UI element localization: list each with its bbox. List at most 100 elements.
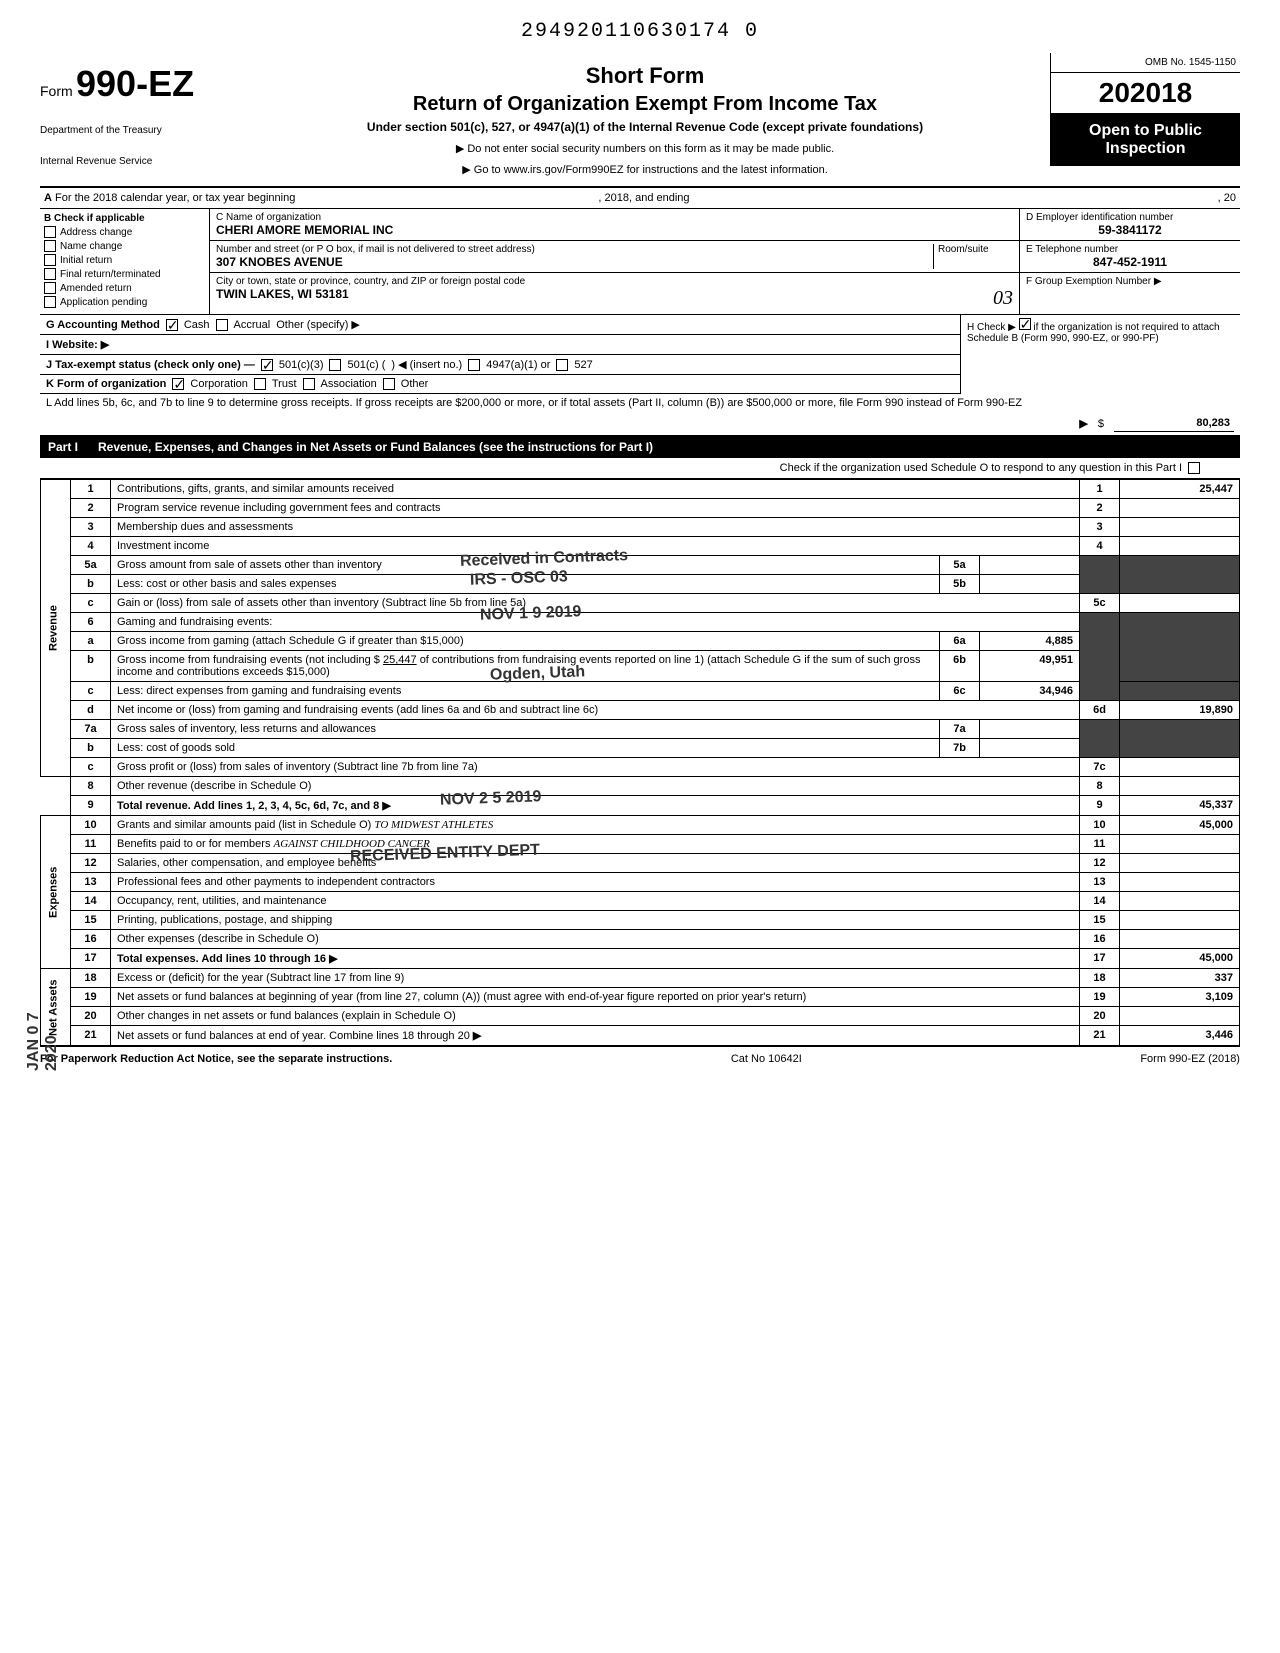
currency-symbol: $ xyxy=(1098,418,1104,430)
part1-table: Revenue 1 Contributions, gifts, grants, … xyxy=(40,479,1240,1046)
line-l-text: L Add lines 5b, 6c, and 7b to line 9 to … xyxy=(46,397,1022,409)
form-ref: Form 990-EZ (2018) xyxy=(1140,1053,1240,1065)
tax-year: 202018 xyxy=(1051,73,1240,114)
line-l: L Add lines 5b, 6c, and 7b to line 9 to … xyxy=(40,394,1240,436)
lbl-assoc: Association xyxy=(321,378,377,390)
chk-amended[interactable] xyxy=(44,282,56,294)
table-row: 19Net assets or fund balances at beginni… xyxy=(41,988,1240,1007)
row-a-text3: , 20 xyxy=(1218,192,1236,204)
gross-receipts-amount: 80,283 xyxy=(1114,415,1234,432)
chk-schedule-o[interactable] xyxy=(1188,462,1200,474)
line-h: H Check ▶ if the organization is not req… xyxy=(960,315,1240,394)
chk-4947[interactable] xyxy=(468,359,480,371)
table-row: 20Other changes in net assets or fund ba… xyxy=(41,1007,1240,1026)
lbl-trust: Trust xyxy=(272,378,297,390)
lbl-501c: 501(c) ( xyxy=(347,359,385,371)
lbl-corp: Corporation xyxy=(190,378,247,390)
lbl-insert-no: ) ◀ (insert no.) xyxy=(391,358,462,371)
label-street: Number and street (or P O box, if mail i… xyxy=(216,244,933,255)
table-row: bLess: cost of goods sold7b xyxy=(41,739,1240,758)
row-a-text2: , 2018, and ending xyxy=(598,192,689,204)
table-row: 11Benefits paid to or for members AGAINS… xyxy=(41,835,1240,854)
side-revenue: Revenue xyxy=(41,480,71,777)
lbl-4947: 4947(a)(1) or xyxy=(486,359,550,371)
instruction-url: ▶ Go to www.irs.gov/Form990EZ for instru… xyxy=(250,163,1040,176)
label-ein: D Employer identification number xyxy=(1026,212,1234,223)
page-footer: For Paperwork Reduction Act Notice, see … xyxy=(40,1046,1240,1071)
table-row: bGross income from fundraising events (n… xyxy=(41,651,1240,682)
instruction-ssn: ▶ Do not enter social security numbers o… xyxy=(250,142,1040,155)
line-h-text1: H Check ▶ xyxy=(967,322,1016,333)
table-row: 8Other revenue (describe in Schedule O)8 xyxy=(41,777,1240,796)
chk-name-change[interactable] xyxy=(44,240,56,252)
form-number: 990-EZ xyxy=(76,63,194,104)
phone: 847-452-1911 xyxy=(1026,255,1234,269)
label-city: City or town, state or province, country… xyxy=(216,276,1013,287)
chk-sched-b[interactable] xyxy=(1019,318,1031,330)
lbl-cash: Cash xyxy=(184,319,210,331)
label-room: Room/suite xyxy=(933,244,1013,269)
header-right: OMB No. 1545-1150 202018 Open to Public … xyxy=(1050,53,1240,166)
label-phone: E Telephone number xyxy=(1026,244,1234,255)
chk-assoc[interactable] xyxy=(303,378,315,390)
table-row: cLess: direct expenses from gaming and f… xyxy=(41,682,1240,701)
chk-address-change[interactable] xyxy=(44,226,56,238)
lbl-other-method: Other (specify) ▶ xyxy=(276,318,360,331)
label-group-exempt: F Group Exemption Number ▶ xyxy=(1026,276,1234,287)
table-row: cGross profit or (loss) from sales of in… xyxy=(41,758,1240,777)
line-g: G Accounting Method Cash Accrual Other (… xyxy=(40,315,960,335)
line-i: I Website: ▶ xyxy=(40,335,960,355)
table-row: 21Net assets or fund balances at end of … xyxy=(41,1026,1240,1046)
row-a-tax-year: A For the 2018 calendar year, or tax yea… xyxy=(40,188,1240,209)
form-990ez-page: 294920110630174 0 Form 990-EZ Department… xyxy=(40,20,1240,1071)
part1-check-text: Check if the organization used Schedule … xyxy=(780,462,1182,474)
col-b-checkboxes: B Check if applicable Address change Nam… xyxy=(40,209,210,314)
chk-other-org[interactable] xyxy=(383,378,395,390)
label-a: A xyxy=(44,192,52,204)
lines-ghijk-wrap: G Accounting Method Cash Accrual Other (… xyxy=(40,315,1240,394)
omb-number: OMB No. 1545-1150 xyxy=(1051,53,1240,73)
chk-cash[interactable] xyxy=(166,319,178,331)
lbl-name-change: Name change xyxy=(60,241,122,252)
table-row: 3Membership dues and assessments3 xyxy=(41,518,1240,537)
chk-accrual[interactable] xyxy=(216,319,228,331)
table-row: bLess: cost or other basis and sales exp… xyxy=(41,575,1240,594)
col-b-label: B Check if applicable xyxy=(44,213,205,224)
chk-corp[interactable] xyxy=(172,378,184,390)
table-row: Revenue 1 Contributions, gifts, grants, … xyxy=(41,480,1240,499)
lbl-amended: Amended return xyxy=(60,283,132,294)
lbl-other-org: Other xyxy=(401,378,429,390)
lbl-initial-return: Initial return xyxy=(60,255,112,266)
section-bcd: B Check if applicable Address change Nam… xyxy=(40,209,1240,315)
dept-irs: Internal Revenue Service xyxy=(40,156,240,167)
part1-label: Part I xyxy=(48,440,78,454)
lbl-accrual: Accrual xyxy=(234,319,271,331)
form-id-box: Form 990-EZ Department of the Treasury I… xyxy=(40,53,240,177)
table-row: 12Salaries, other compensation, and empl… xyxy=(41,854,1240,873)
document-number: 294920110630174 0 xyxy=(40,20,1240,43)
org-street: 307 KNOBES AVENUE xyxy=(216,255,933,269)
line-j: J Tax-exempt status (check only one) — 5… xyxy=(40,355,960,375)
side-net-assets: Net Assets xyxy=(41,969,71,1046)
table-row: 14Occupancy, rent, utilities, and mainte… xyxy=(41,892,1240,911)
label-k: K Form of organization xyxy=(46,378,166,390)
chk-501c3[interactable] xyxy=(261,359,273,371)
return-title: Return of Organization Exempt From Incom… xyxy=(250,93,1040,116)
open-line2: Inspection xyxy=(1055,140,1236,158)
table-row: cGain or (loss) from sale of assets othe… xyxy=(41,594,1240,613)
chk-pending[interactable] xyxy=(44,296,56,308)
row-a-text1: For the 2018 calendar year, or tax year … xyxy=(55,192,295,204)
table-row: 2Program service revenue including gover… xyxy=(41,499,1240,518)
chk-501c[interactable] xyxy=(329,359,341,371)
label-org-name: C Name of organization xyxy=(216,212,1013,223)
table-row: Net Assets18Excess or (deficit) for the … xyxy=(41,969,1240,988)
chk-trust[interactable] xyxy=(254,378,266,390)
chk-final-return[interactable] xyxy=(44,268,56,280)
chk-527[interactable] xyxy=(556,359,568,371)
table-row: aGross income from gaming (attach Schedu… xyxy=(41,632,1240,651)
ein: 59-3841172 xyxy=(1026,223,1234,237)
short-form-title: Short Form xyxy=(250,63,1040,89)
chk-initial-return[interactable] xyxy=(44,254,56,266)
table-row: 6Gaming and fundraising events: xyxy=(41,613,1240,632)
label-i: I Website: ▶ xyxy=(46,338,109,351)
